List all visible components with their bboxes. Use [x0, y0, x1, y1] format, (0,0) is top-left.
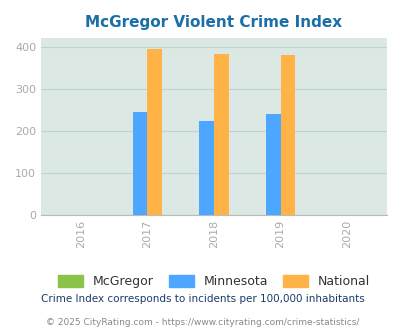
Title: McGregor Violent Crime Index: McGregor Violent Crime Index [85, 15, 342, 30]
Text: © 2025 CityRating.com - https://www.cityrating.com/crime-statistics/: © 2025 CityRating.com - https://www.city… [46, 318, 359, 327]
Bar [147, 49, 162, 214]
Bar [265, 114, 280, 214]
Bar [280, 55, 294, 214]
Bar [199, 121, 213, 214]
Bar [132, 113, 147, 214]
Text: Crime Index corresponds to incidents per 100,000 inhabitants: Crime Index corresponds to incidents per… [41, 294, 364, 304]
Legend: McGregor, Minnesota, National: McGregor, Minnesota, National [53, 270, 374, 293]
Bar [213, 54, 228, 214]
